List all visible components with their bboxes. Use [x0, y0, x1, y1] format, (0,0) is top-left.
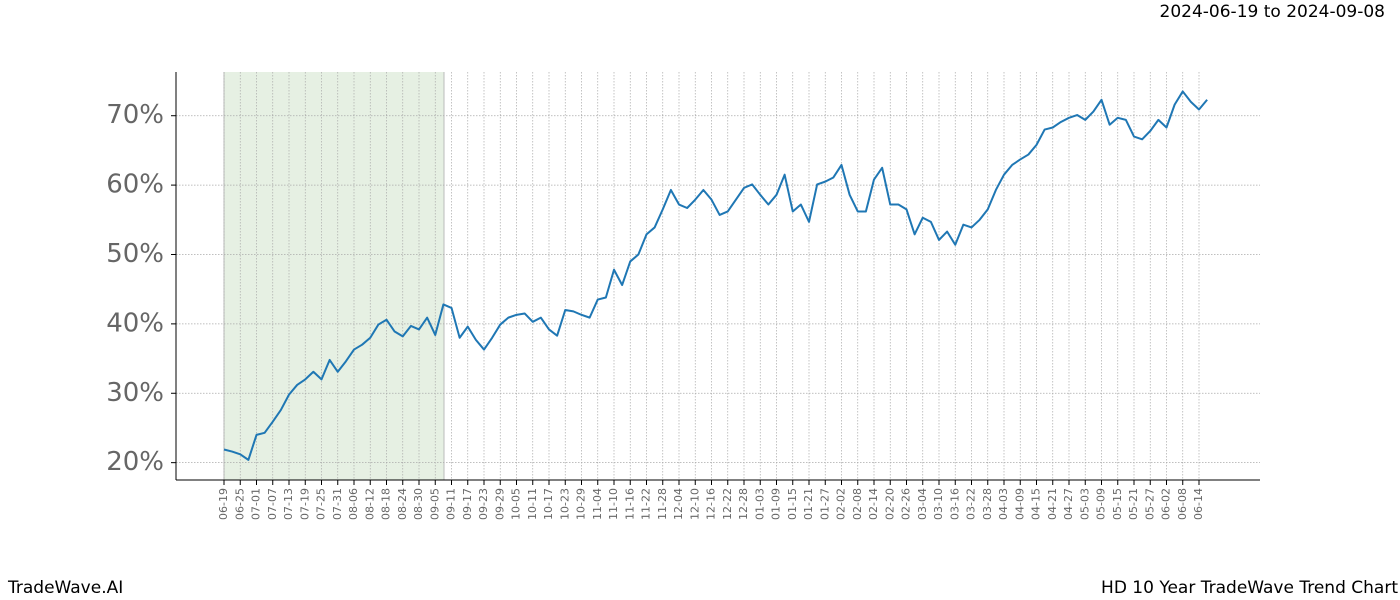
y-tick-label: 50%	[106, 239, 164, 269]
x-tick-label: 10-23	[558, 488, 571, 520]
x-tick-label: 06-02	[1160, 488, 1173, 520]
chart-title: HD 10 Year TradeWave Trend Chart	[1101, 578, 1398, 598]
x-tick-label: 04-15	[1030, 488, 1043, 520]
x-tick-label: 09-05	[428, 488, 441, 520]
x-tick-label: 04-21	[1046, 488, 1059, 520]
highlight-region	[224, 72, 444, 480]
x-tick-label: 08-30	[412, 488, 425, 520]
x-tick-label: 07-13	[282, 488, 295, 520]
plot	[223, 90, 1208, 461]
x-tick-label: 07-19	[298, 488, 311, 520]
x-tick-label: 02-26	[900, 488, 913, 520]
x-tick-label: 08-12	[363, 488, 376, 520]
x-tick-label: 02-02	[835, 488, 848, 520]
x-tick-label: 02-14	[867, 488, 880, 520]
x-tick-label: 04-03	[997, 488, 1010, 520]
x-tick-label: 07-07	[266, 488, 279, 520]
y-tick-label: 30%	[106, 378, 164, 408]
x-tick-label: 10-05	[510, 488, 523, 520]
x-tick-label: 05-21	[1127, 488, 1140, 520]
x-tick-label: 02-20	[883, 488, 896, 520]
x-tick-label: 11-04	[591, 488, 604, 520]
x-tick-label: 01-27	[818, 488, 831, 520]
x-tick-label: 10-29	[575, 488, 588, 520]
x-tick-label: 06-25	[233, 488, 246, 520]
x-tick-label: 09-17	[461, 488, 474, 520]
x-tick-label: 06-14	[1192, 488, 1205, 520]
y-tick-label: 70%	[106, 100, 164, 130]
x-tick-label: 07-01	[250, 488, 263, 520]
x-tick-label: 05-03	[1078, 488, 1091, 520]
x-tick-label: 08-06	[347, 488, 360, 520]
x-tick-label: 05-09	[1095, 488, 1108, 520]
x-tick-label: 08-24	[396, 488, 409, 520]
x-tick-label: 09-11	[445, 488, 458, 520]
x-tick-label: 07-31	[331, 488, 344, 520]
x-tick-label: 06-08	[1176, 488, 1189, 520]
x-tick-label: 11-10	[607, 488, 620, 520]
x-tick-label: 03-22	[965, 488, 978, 520]
x-tick-label: 04-27	[1062, 488, 1075, 520]
x-tick-label: 03-10	[932, 488, 945, 520]
x-tick-label: 05-15	[1111, 488, 1124, 520]
x-tick-label: 07-25	[315, 488, 328, 520]
x-tick-label: 05-27	[1143, 488, 1156, 520]
date-range: 2024-06-19 to 2024-09-08	[1160, 2, 1385, 22]
x-tick-label: 12-16	[705, 488, 718, 520]
x-tick-label: 04-09	[1013, 488, 1026, 520]
x-tick-label: 06-19	[217, 488, 230, 520]
x-tick-label: 01-03	[753, 488, 766, 520]
x-tick-label: 09-29	[493, 488, 506, 520]
x-tick-label: 10-11	[526, 488, 539, 520]
x-tick-label: 02-08	[851, 488, 864, 520]
x-tick-label: 03-28	[981, 488, 994, 520]
x-tick-label: 11-28	[656, 488, 669, 520]
x-tick-label: 08-18	[380, 488, 393, 520]
x-tick-label: 12-22	[721, 488, 734, 520]
x-tick-label: 09-23	[477, 488, 490, 520]
x-tick-label: 12-10	[688, 488, 701, 520]
brand: TradeWave.AI	[7, 578, 123, 598]
x-tick-label: 01-09	[770, 488, 783, 520]
x-tick-label: 12-04	[672, 488, 685, 520]
grid: 20%30%40%50%60%70%06-19 06-25 07-01 07-07 07…	[106, 72, 1260, 520]
y-tick-label: 20%	[106, 447, 164, 477]
x-tick-label: 10-17	[542, 488, 555, 520]
x-tick-label: 11-16	[623, 488, 636, 520]
y-tick-label: 60%	[106, 170, 164, 200]
x-tick-label: 11-22	[640, 488, 653, 520]
x-tick-label: 12-28	[737, 488, 750, 520]
y-tick-label: 40%	[106, 308, 164, 338]
x-tick-label: 03-04	[916, 488, 929, 520]
x-tick-label: 01-21	[802, 488, 815, 520]
x-tick-label: 03-16	[948, 488, 961, 520]
data-line	[223, 90, 1208, 461]
x-tick-label: 01-15	[786, 488, 799, 520]
